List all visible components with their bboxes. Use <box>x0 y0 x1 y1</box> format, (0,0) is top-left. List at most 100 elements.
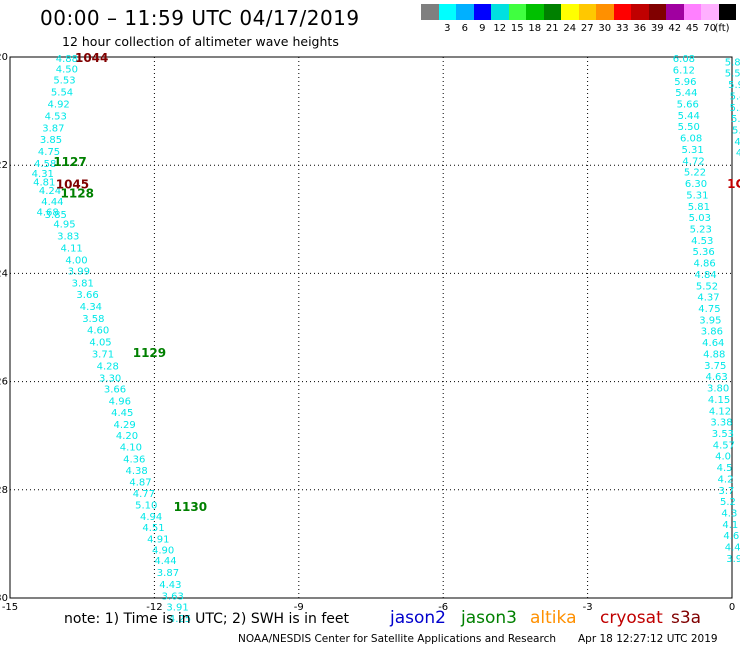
legend-swatch <box>596 4 614 20</box>
wave-height-value: 3.7 <box>719 486 735 497</box>
wave-height-value: 4.50 <box>56 64 78 75</box>
wave-height-value: 4.90 <box>152 545 174 556</box>
pass-time-label: 1128 <box>61 186 94 200</box>
legend-label: 15 <box>510 23 524 34</box>
satellite-s3a: s3a <box>671 608 702 628</box>
wave-height-value: 6.30 <box>685 179 707 190</box>
wave-height-value: 5.50 <box>725 69 740 80</box>
satellite-cryosat: cryosat <box>600 608 663 628</box>
wave-height-value: 6.12 <box>673 65 695 76</box>
wave-height-value: 4.86 <box>693 259 715 270</box>
latitude-tick-label: -24 <box>0 268 8 279</box>
wave-height-value: 4.10 <box>120 443 142 454</box>
wave-height-value: 4.44 <box>41 197 63 208</box>
legend-swatch <box>473 4 491 20</box>
wave-height-value: 5.5 <box>731 114 740 125</box>
wave-height-value: 4.91 <box>147 534 169 545</box>
pass-time-label: 1044 <box>75 51 108 65</box>
wave-height-value: 4.88 <box>703 349 725 360</box>
page-subtitle: 12 hour collection of altimeter wave hei… <box>62 34 339 49</box>
wave-height-value: 4.00 <box>65 255 87 266</box>
wave-height-value: 3.80 <box>707 384 729 395</box>
wave-height-value: 4.3 <box>721 509 737 520</box>
wave-height-value: 5.2 <box>720 497 736 508</box>
wave-height-value: 4.63 <box>706 372 728 383</box>
wave-height-value: 4.36 <box>123 454 145 465</box>
legend-swatch <box>578 4 596 20</box>
wave-height-value: 4.9 <box>734 137 740 148</box>
color-scale-legend: 3 6 9 12 15 18 21 24 27 30 33 36 39 42 45 70 (ft) <box>421 4 736 44</box>
wave-height-value: 4.44 <box>154 556 176 567</box>
longitude-tick-label: -3 <box>583 602 593 613</box>
legend-swatch <box>508 4 526 20</box>
wave-height-value: 4.64 <box>702 338 724 349</box>
longitude-tick-label: -6 <box>438 602 448 613</box>
legend-swatch <box>631 4 649 20</box>
timestamp: Apr 18 12:27:12 UTC 2019 <box>578 633 718 645</box>
latitude-tick-label: -20 <box>0 52 8 63</box>
legend-label: 30 <box>598 23 612 34</box>
map-grid <box>10 57 732 598</box>
wave-height-value: 4.29 <box>113 420 135 431</box>
wave-height-value: 3.83 <box>57 232 79 243</box>
legend-swatch <box>683 4 701 20</box>
wave-height-value: 4.34 <box>80 302 102 313</box>
wave-height-value: 5.31 <box>681 145 703 156</box>
wave-height-value: 5.52 <box>696 281 718 292</box>
wave-height-value: 4.60 <box>87 326 109 337</box>
wave-height-value: 4.95 <box>53 220 75 231</box>
pass-time-label: 1045 <box>56 178 89 192</box>
latitude-tick-label: -26 <box>0 377 8 388</box>
wave-height-value: 4.96 <box>109 397 131 408</box>
wave-height-value: 5.81 <box>688 202 710 213</box>
wave-height-value: 4.5 <box>717 463 733 474</box>
wave-height-value: 4.43 <box>159 580 181 591</box>
wave-height-value: 5.44 <box>675 88 697 99</box>
wave-height-value: 3.87 <box>157 568 179 579</box>
legend-swatch <box>438 4 456 20</box>
wave-height-value: 3.38 <box>710 418 732 429</box>
wave-height-value: 3.71 <box>92 349 114 360</box>
wave-height-value: 3.85 <box>40 135 62 146</box>
wave-height-value: 4.94 <box>140 512 162 523</box>
pass-time-label: 1C <box>727 177 740 191</box>
wave-height-value: 5.40 <box>730 91 740 102</box>
credit-line: NOAA/NESDIS Center for Satellite Applica… <box>238 633 556 645</box>
wave-height-value: 4.75 <box>698 304 720 315</box>
legend-swatch <box>456 4 474 20</box>
wave-height-value: 3.9 <box>726 554 740 565</box>
wave-height-value: 5.1 <box>732 125 740 136</box>
legend-swatch <box>648 4 666 20</box>
longitude-tick-label: 0 <box>729 602 735 613</box>
legend-label: 12 <box>493 23 507 34</box>
satellite-jason2: jason2 <box>390 608 446 628</box>
wave-height-value: 3.58 <box>82 314 104 325</box>
legend-swatch <box>613 4 631 20</box>
wave-height-value: 4.92 <box>48 100 70 111</box>
legend-label: 39 <box>650 23 664 34</box>
pass-time-label: 1129 <box>133 346 166 360</box>
wave-height-value: 4.7 <box>736 148 740 159</box>
wave-height-value: 3.86 <box>701 327 723 338</box>
latitude-tick-label: -28 <box>0 485 8 496</box>
wave-height-value: 6.08 <box>673 54 695 65</box>
wave-height-value: 5.44 <box>678 111 700 122</box>
wave-height-value: 6.08 <box>680 134 702 145</box>
wave-height-value: 4.05 <box>89 338 111 349</box>
wave-height-value: 5.90 <box>728 80 740 91</box>
satellite-jason3: jason3 <box>461 608 517 628</box>
wave-height-value: 3.99 <box>68 267 90 278</box>
legend-swatch <box>421 4 439 20</box>
legend-label: 24 <box>563 23 577 34</box>
wave-height-value: 5.96 <box>674 77 696 88</box>
wave-height-value: 4.20 <box>116 431 138 442</box>
wave-height-value: 4.57 <box>713 440 735 451</box>
legend-swatch <box>701 4 719 20</box>
wave-height-value: 4.15 <box>708 395 730 406</box>
wave-height-value: 3.81 <box>72 279 94 290</box>
wave-height-value: 4.53 <box>691 236 713 247</box>
pass-time-label: 1127 <box>53 155 86 169</box>
wave-height-value: 3.30 <box>99 373 121 384</box>
